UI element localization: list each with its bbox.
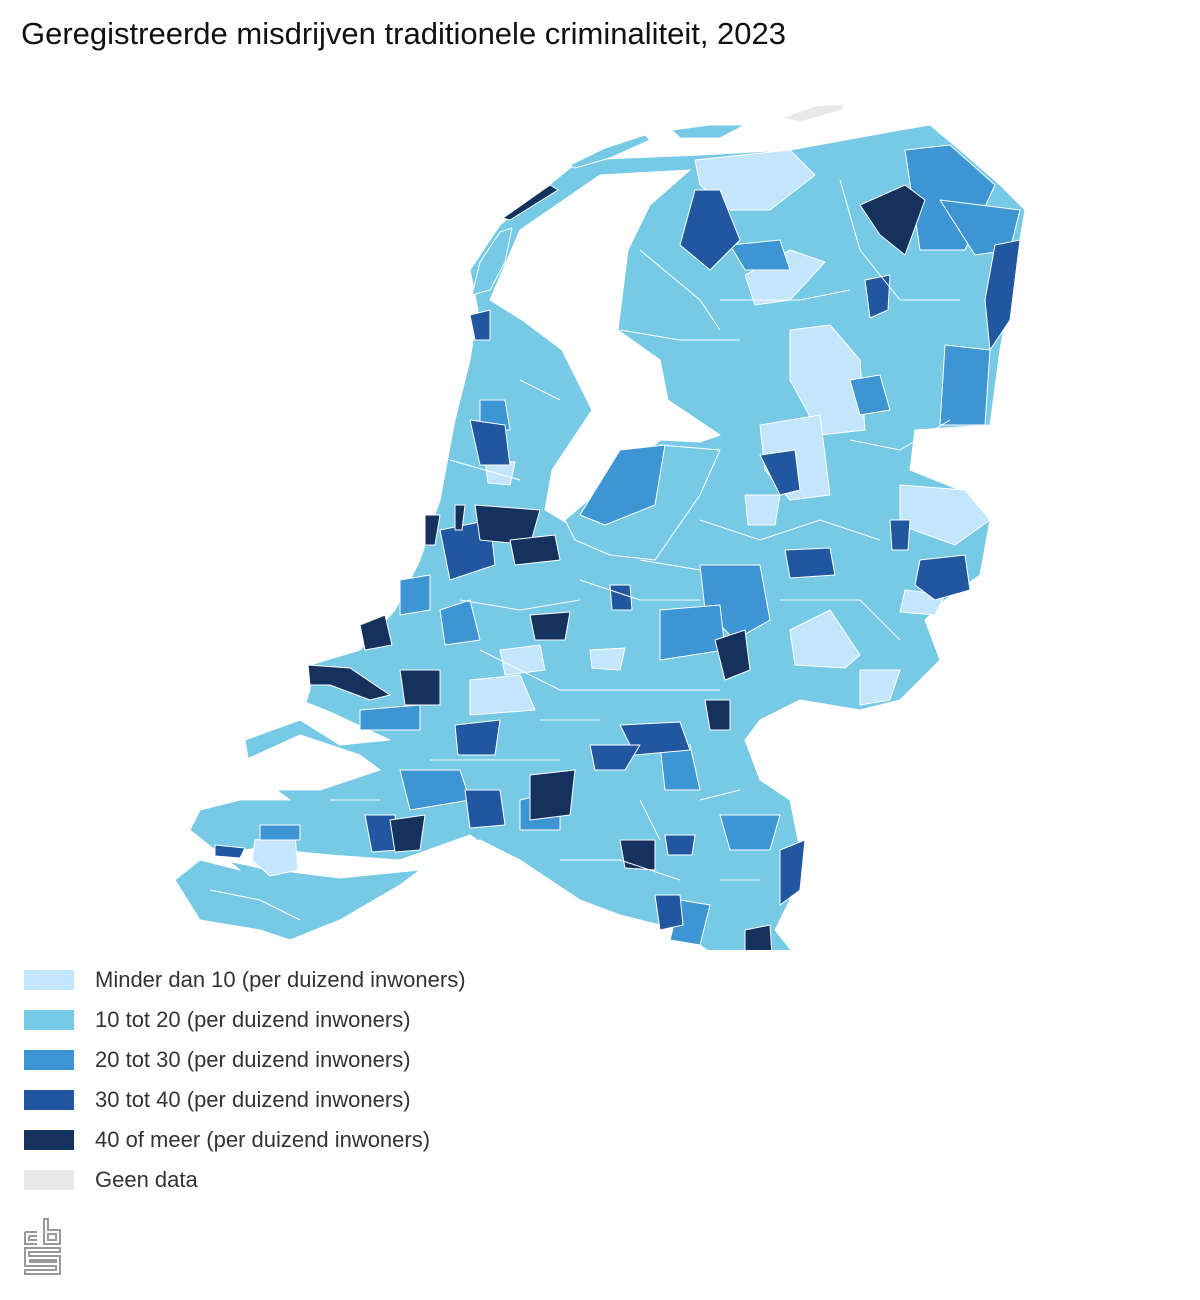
boundary-line [579, 579, 700, 601]
municipality-region [214, 844, 246, 859]
boundary-line [699, 519, 881, 541]
island-schiermonnikoog [781, 103, 846, 123]
municipality-region [694, 149, 816, 211]
municipality-region [579, 444, 666, 526]
boundary-line [209, 889, 301, 921]
municipality-region [899, 484, 991, 546]
map-title: Geregistreerde misdrijven traditionele c… [21, 16, 787, 51]
legend-swatch [24, 1050, 74, 1070]
legend-item: 10 tot 20 (per duizend inwoners) [24, 1000, 466, 1040]
legend-swatch [24, 1170, 74, 1190]
municipality-region [589, 744, 641, 771]
municipality-region [889, 519, 911, 551]
legend-swatch [24, 1130, 74, 1150]
municipality-region [859, 184, 926, 256]
municipality-region [744, 924, 773, 950]
choropleth-map [174, 103, 1026, 950]
legend-item: 40 of meer (per duizend inwoners) [24, 1120, 466, 1160]
municipality-region [859, 669, 901, 706]
municipality-region [719, 814, 781, 851]
legend-swatch [24, 1090, 74, 1110]
municipality-region [359, 614, 393, 651]
municipality-region [779, 839, 806, 906]
municipality-region [259, 824, 301, 841]
boundary-line [759, 719, 851, 791]
municipality-region [464, 789, 506, 829]
municipality-region [439, 599, 481, 646]
municipality-region [399, 574, 431, 616]
municipality-region [914, 554, 971, 601]
municipality-region [784, 547, 836, 579]
legend-label: 40 of meer (per duizend inwoners) [95, 1127, 431, 1152]
boundary-line [839, 179, 901, 301]
boundary-line [479, 649, 720, 691]
municipality-region [849, 374, 891, 416]
island-ameland [671, 124, 746, 139]
boundary-line [720, 289, 851, 301]
municipality-region [307, 664, 391, 701]
boundary-line [449, 459, 521, 481]
municipality-region [704, 699, 731, 731]
municipal-boundaries [209, 179, 960, 921]
municipality-region [454, 504, 466, 531]
legend-item: Minder dan 10 (per duizend inwoners) [24, 960, 466, 1000]
boundary-line [619, 329, 740, 341]
legend-item: 30 tot 40 (per duizend inwoners) [24, 1080, 466, 1120]
municipality-region [789, 609, 861, 669]
boundary-line [560, 859, 681, 881]
legend-label: 30 tot 40 (per duizend inwoners) [95, 1087, 411, 1112]
legend-item: 20 tot 30 (per duizend inwoners) [24, 1040, 466, 1080]
municipality-region [729, 239, 791, 271]
municipality-region [389, 814, 426, 853]
island-texel [471, 227, 513, 296]
island-terschelling [569, 134, 651, 169]
municipality-region [589, 647, 626, 671]
legend-label: Geen data [95, 1167, 198, 1192]
cbs-logo [24, 1218, 61, 1275]
municipality-region [469, 419, 511, 466]
municipality-region [424, 514, 441, 546]
municipality-region [399, 669, 441, 706]
municipality-region [529, 611, 571, 641]
ijsselmeer-water [489, 169, 721, 526]
island-vlieland [502, 184, 559, 221]
legend-label: 20 tot 30 (per duizend inwoners) [95, 1047, 411, 1072]
municipality-region [939, 344, 991, 426]
legend-item: Geen data [24, 1160, 466, 1200]
legend-label: 10 tot 20 (per duizend inwoners) [95, 1007, 411, 1032]
municipality-region [469, 674, 536, 716]
municipality-region [679, 189, 741, 271]
legend-swatch [24, 970, 74, 990]
municipality-region [664, 834, 696, 856]
municipality-region [759, 449, 801, 496]
municipality-region [509, 534, 561, 566]
municipality-region [744, 494, 781, 526]
boundary-line [699, 789, 741, 801]
municipality-region [469, 309, 491, 341]
municipality-region [454, 719, 501, 756]
municipality-region [714, 629, 751, 681]
boundary-line [639, 799, 661, 841]
legend-label: Minder dan 10 (per duizend inwoners) [95, 967, 466, 992]
boundary-line [780, 599, 901, 641]
boundary-line [519, 379, 561, 401]
municipality-region [659, 604, 726, 661]
legend-swatch [24, 1010, 74, 1030]
municipality-region [359, 704, 421, 731]
boundary-line [849, 419, 951, 451]
boundary-line [639, 249, 721, 331]
municipality-region [609, 584, 633, 611]
boundary-line [459, 599, 581, 611]
municipality-region [499, 644, 546, 676]
water-oosterschelde [244, 734, 381, 791]
municipality-region [654, 894, 684, 931]
legend: Minder dan 10 (per duizend inwoners) 10 … [24, 960, 466, 1200]
municipality-region [789, 324, 866, 436]
municipality-region [529, 769, 576, 821]
boundary-line [639, 559, 701, 571]
water-haringvliet [299, 699, 391, 746]
municipality-region [984, 239, 1021, 351]
